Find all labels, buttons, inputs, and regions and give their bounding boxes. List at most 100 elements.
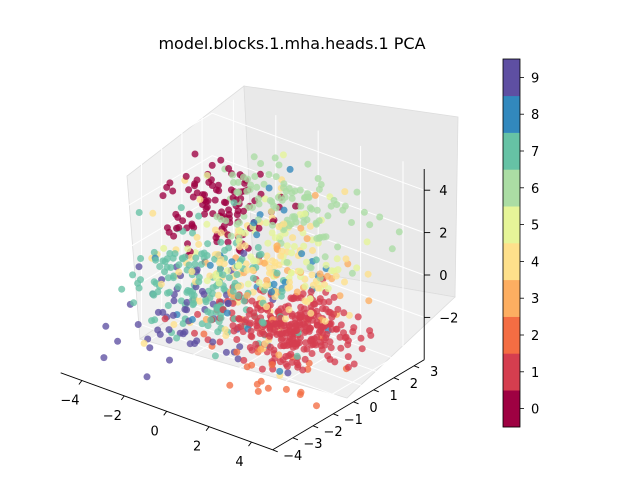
scatter-point-class-0 [212, 186, 220, 194]
scatter-point-class-7 [217, 238, 225, 246]
scatter-point-class-4 [265, 264, 273, 272]
scatter-point-class-5 [279, 151, 287, 159]
y-tick-mark [353, 401, 359, 405]
scatter-point-class-0 [256, 170, 264, 178]
scatter-point-class-4 [284, 284, 292, 292]
scatter-point-class-7 [198, 250, 206, 258]
scatter-point-class-7 [233, 271, 241, 278]
scatter-point-class-7 [169, 254, 177, 262]
scatter-point-class-8 [268, 288, 275, 296]
z-tick-label: 2 [439, 227, 447, 242]
scatter-point-class-1 [350, 360, 358, 368]
gridline-z [212, 112, 425, 191]
x-tick-label: 4 [235, 455, 243, 470]
scatter-point-class-0 [185, 186, 193, 194]
scatter-point-class-4 [249, 266, 256, 274]
scatter-point-class-9 [135, 263, 143, 271]
scatter-point-class-6 [327, 202, 335, 210]
scatter-point-class-4 [211, 226, 219, 234]
scatter-point-class-9 [170, 297, 178, 305]
scatter-point-class-1 [230, 327, 238, 335]
scatter-point-class-9 [143, 373, 151, 381]
scatter-point-class-9 [146, 344, 154, 352]
scatter-point-class-1 [317, 342, 325, 350]
x-tick-label: 2 [193, 440, 201, 455]
scatter-point-class-0 [159, 192, 167, 200]
scatter-point-class-1 [320, 298, 328, 306]
scatter-point-class-1 [340, 309, 348, 317]
scatter-point-class-8 [223, 309, 231, 317]
gridline-y [121, 336, 334, 415]
scatter-point-class-1 [161, 315, 169, 323]
scatter-point-class-1 [276, 330, 284, 338]
scatter-point-class-4 [285, 306, 293, 314]
scatter-point-class-9 [169, 311, 177, 319]
colorbar-label: 7 [531, 145, 539, 160]
y-tick-label: 0 [369, 401, 377, 416]
scatter-point-class-9 [209, 338, 217, 346]
scatter-point-class-6 [260, 180, 268, 188]
scatter-point-class-1 [271, 326, 279, 334]
colorbar-segment-2 [503, 316, 520, 354]
colorbar-label: 6 [531, 182, 539, 197]
scatter-point-class-5 [301, 282, 309, 290]
scatter-point-class-1 [279, 356, 287, 364]
colorbar-segment-9 [503, 59, 520, 97]
x-tick-mark [163, 411, 168, 416]
scatter-point-class-4 [149, 209, 157, 217]
scatter-point-class-7 [137, 255, 145, 262]
scatter-point-class-6 [308, 205, 316, 213]
scatter-point-class-6 [317, 181, 325, 188]
scatter-point-class-3 [273, 242, 281, 250]
y-tick-label: −4 [283, 449, 302, 464]
scatter-point-class-9 [183, 306, 191, 314]
scatter-point-class-6 [240, 173, 247, 181]
scatter-point-class-1 [324, 352, 332, 360]
scatter-point-class-6 [296, 186, 304, 194]
scatter-point-class-7 [204, 308, 212, 316]
scatter-point-class-1 [252, 340, 260, 348]
colorbar-segment-8 [503, 95, 520, 133]
y-tick-label: 1 [390, 389, 398, 404]
scatter-point-class-1 [194, 310, 202, 318]
scatter-point-class-9 [240, 249, 248, 257]
scatter-point-class-5 [241, 229, 249, 237]
scatter-point-class-7 [129, 271, 137, 279]
scatter-point-class-4 [157, 280, 165, 288]
z-tick-label: 0 [439, 269, 447, 284]
scatter-point-class-9 [236, 343, 244, 351]
scatter-point-class-1 [305, 327, 313, 335]
scatter-point-class-5 [264, 239, 272, 247]
scatter-point-class-6 [272, 204, 280, 212]
scatter-point-class-0 [222, 199, 230, 207]
scatter-point-class-0 [191, 150, 199, 158]
scatter-point-class-4 [263, 303, 270, 311]
colorbar-label: 0 [531, 403, 539, 418]
scatter-point-class-9 [102, 322, 110, 330]
scatter-point-class-6 [251, 173, 259, 180]
y-tick-mark [292, 437, 299, 441]
tick-marks [78, 189, 431, 453]
scatter-point-class-4 [301, 297, 309, 305]
scatter-point-class-3 [324, 272, 331, 280]
scatter-point-class-1 [283, 329, 291, 337]
scatter-point-class-5 [215, 279, 223, 287]
scatter-point-class-9 [183, 298, 191, 306]
gridline-z [60, 155, 213, 247]
scatter-point-class-1 [290, 328, 298, 335]
scatter-point-class-6 [348, 219, 355, 226]
scatter-point-class-5 [203, 277, 211, 285]
scatter-point-class-4 [364, 270, 372, 278]
scatter-point-class-5 [255, 279, 263, 286]
scatter-point-class-4 [341, 188, 349, 196]
scatter-point-class-4 [332, 272, 340, 280]
scatter-point-class-6 [288, 189, 296, 197]
scatter-point-class-1 [233, 336, 241, 343]
scatter-point-class-2 [264, 384, 272, 392]
scatter-point-class-5 [328, 267, 336, 275]
colorbar-segment-6 [503, 169, 520, 207]
x-axis-line [60, 372, 273, 451]
scatter-point-class-5 [303, 258, 310, 266]
scatter-point-class-6 [230, 179, 237, 186]
